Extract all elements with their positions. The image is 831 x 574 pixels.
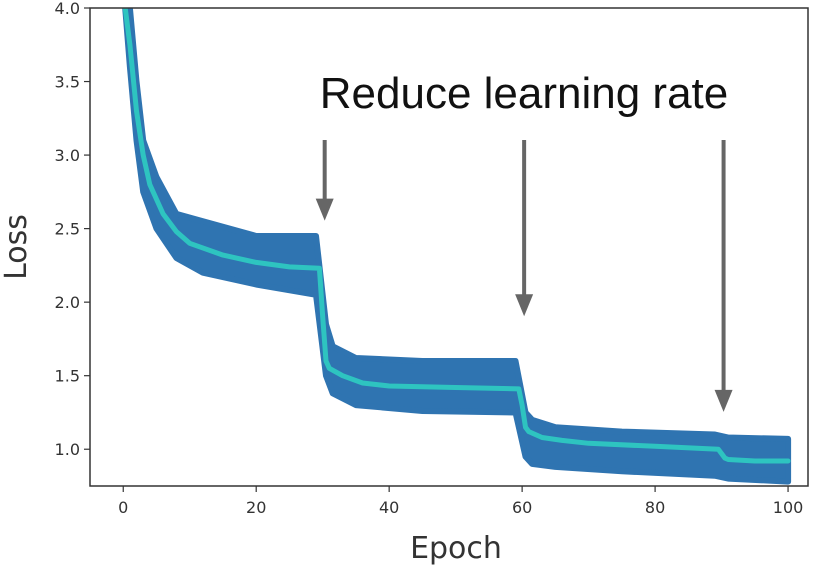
lr-arrow-head	[515, 294, 534, 317]
annotation-reduce-learning-rate: Reduce learning rate	[320, 69, 728, 118]
y-axis-label: Loss	[0, 214, 34, 280]
lr-arrow-head	[714, 389, 733, 412]
y-tick-label: 3.5	[55, 73, 80, 92]
x-tick-label: 80	[645, 498, 665, 517]
y-tick-label: 1.0	[55, 440, 80, 459]
x-axis-label: Epoch	[410, 531, 502, 566]
x-tick-label: 60	[512, 498, 532, 517]
lr-arrow-head	[315, 198, 334, 221]
y-tick-label: 3.0	[55, 146, 80, 165]
x-tick-label: 0	[118, 498, 128, 517]
x-tick-label: 100	[773, 498, 804, 517]
y-tick-label: 1.5	[55, 367, 80, 386]
smoothed-loss-line	[122, 8, 791, 464]
y-tick-label: 4.0	[55, 0, 80, 18]
plot-frame	[89, 7, 809, 487]
x-tick-label: 40	[379, 498, 399, 517]
y-tick-label: 2.0	[55, 293, 80, 312]
x-tick-label: 20	[246, 498, 266, 517]
y-tick-label: 2.5	[55, 220, 80, 239]
